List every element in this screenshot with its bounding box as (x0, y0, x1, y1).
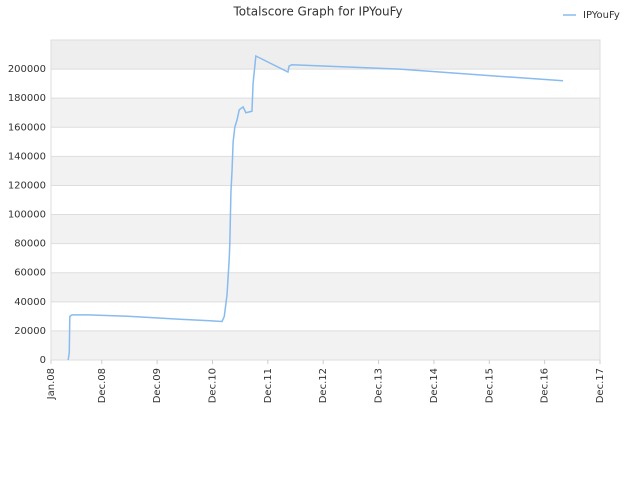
grid-band (51, 69, 600, 99)
x-tick-label: Dec.09 (152, 368, 163, 403)
grid-band (51, 330, 600, 360)
y-tick-label: 20000 (14, 326, 46, 337)
grid-band (51, 98, 600, 128)
x-tick-label: Dec.13 (374, 368, 385, 403)
grid-band (51, 40, 600, 70)
grid-band (51, 214, 600, 244)
series-line (67, 54, 564, 361)
y-tick-label: 200000 (8, 64, 46, 75)
y-tick-label: 40000 (14, 297, 46, 308)
x-tick-label: Jan.08 (46, 368, 57, 400)
x-tick-label: Dec.16 (540, 368, 551, 403)
x-tick-label: Dec.12 (318, 368, 329, 403)
grid-band (51, 156, 600, 186)
y-tick-label: 140000 (8, 151, 46, 162)
x-tick-label: Dec.08 (97, 368, 108, 403)
chart-title: Totalscore Graph for IPYouFy (232, 5, 402, 19)
x-tick-label: Dec.14 (429, 368, 440, 403)
x-tick-label: Dec.11 (263, 368, 274, 403)
grid-band (51, 185, 600, 215)
x-tick-label: Dec.15 (484, 368, 495, 403)
y-tick-label: 120000 (8, 180, 46, 191)
grid-band (51, 127, 600, 157)
y-tick-label: 100000 (8, 210, 46, 221)
y-tick-label: 80000 (14, 239, 46, 250)
x-tick-label: Dec.10 (207, 368, 218, 403)
grid-band (51, 243, 600, 273)
y-tick-label: 60000 (14, 268, 46, 279)
x-tick-label: Dec.17 (595, 368, 606, 403)
grid-band (51, 272, 600, 302)
legend-label: IPYouFy (583, 10, 620, 21)
y-tick-label: 160000 (8, 122, 46, 133)
y-tick-label: 0 (40, 355, 46, 366)
y-tick-label: 180000 (8, 93, 46, 104)
plot-border (50, 39, 601, 361)
